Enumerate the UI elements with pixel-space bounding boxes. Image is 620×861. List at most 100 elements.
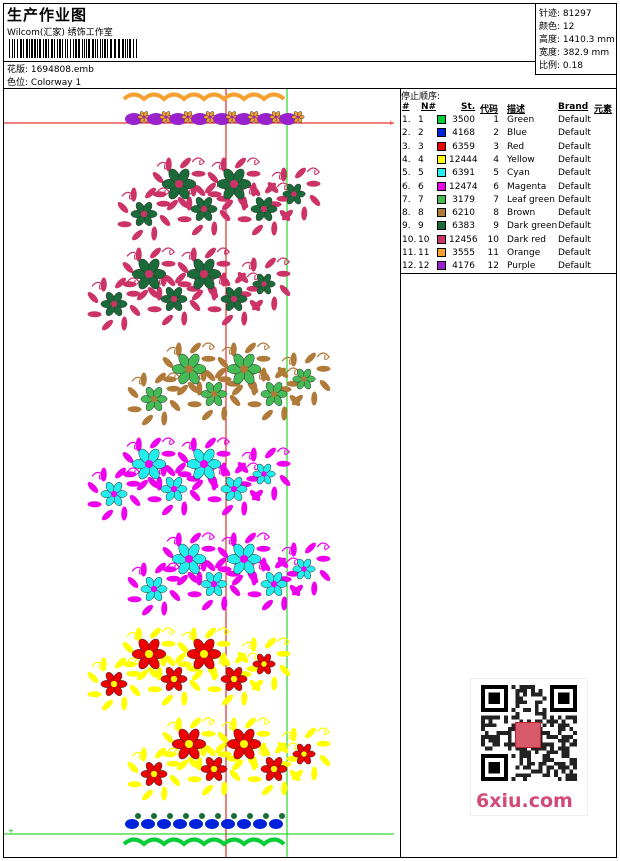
row-stitches: 3555 xyxy=(452,248,475,258)
row-brand: Default xyxy=(558,168,591,179)
bud xyxy=(231,813,237,819)
flower-center xyxy=(270,580,278,588)
qr-module xyxy=(523,688,528,693)
leaf xyxy=(204,559,216,572)
scroll xyxy=(211,161,225,170)
flower-motif xyxy=(161,168,197,200)
qr-module xyxy=(523,700,528,705)
row-brand: Default xyxy=(558,221,591,232)
qr-module xyxy=(523,750,528,755)
flower-motif xyxy=(200,757,228,781)
leaf xyxy=(217,566,232,573)
flower-motif xyxy=(216,168,252,200)
qr-module xyxy=(534,692,539,697)
barcode-bar xyxy=(39,39,41,58)
qr-module xyxy=(515,704,520,709)
scroll xyxy=(221,721,235,730)
barcode-bar xyxy=(23,39,24,58)
qr-module xyxy=(519,685,524,689)
col-stitches: St. xyxy=(461,102,476,112)
leaf xyxy=(169,399,181,412)
barcode-bar xyxy=(12,39,13,58)
qr-module xyxy=(519,761,524,766)
flower-center xyxy=(199,269,209,279)
qr-module xyxy=(565,750,570,755)
leaf xyxy=(305,542,316,554)
qr-module xyxy=(542,715,547,720)
qr-module xyxy=(511,708,516,712)
leaf xyxy=(207,306,222,313)
border-scallop xyxy=(122,837,286,847)
col-brand: Brand xyxy=(558,102,589,112)
qr-module xyxy=(519,700,524,705)
leaf xyxy=(125,113,143,125)
flower-center xyxy=(239,554,249,564)
qr-module xyxy=(546,731,551,735)
leaf xyxy=(137,479,148,491)
qr-module xyxy=(546,754,551,758)
qr-module xyxy=(488,746,493,751)
scroll xyxy=(156,161,170,170)
leaf xyxy=(142,604,153,616)
table-row: 12. 12 4176 12 Purple Default xyxy=(401,261,617,274)
guide-marker: + xyxy=(388,119,394,127)
qr-module xyxy=(542,696,547,701)
qr-module xyxy=(561,754,566,758)
leaf xyxy=(279,474,291,487)
scroll xyxy=(166,536,180,545)
scroll xyxy=(256,717,270,726)
flower-motif xyxy=(160,287,188,311)
qr-module xyxy=(542,773,547,778)
leaf xyxy=(162,376,177,383)
scroll xyxy=(166,346,180,355)
qr-module xyxy=(546,719,551,724)
scroll xyxy=(166,721,180,730)
barcode-bar xyxy=(34,39,36,58)
leaf xyxy=(121,696,128,711)
barcode-bar xyxy=(14,39,15,58)
leaf xyxy=(161,640,176,647)
qr-module xyxy=(573,765,577,770)
leaf xyxy=(125,819,139,829)
qr-module xyxy=(515,692,520,697)
leaf xyxy=(87,691,102,698)
leaf xyxy=(147,306,162,313)
qr-module xyxy=(569,757,574,762)
row-code: 3 xyxy=(493,141,499,152)
row-description: Green xyxy=(507,115,535,125)
leaf xyxy=(147,477,159,488)
qr-module xyxy=(481,719,485,724)
leaf xyxy=(126,670,141,677)
leaf xyxy=(265,637,276,649)
barcode-bar xyxy=(129,39,131,58)
table-row: 8. 8 6210 8 Brown Default xyxy=(401,208,617,221)
qr-module xyxy=(504,731,508,735)
flower-center xyxy=(184,739,194,749)
flower-center xyxy=(170,295,178,303)
qr-module xyxy=(546,757,551,762)
barcode-bar xyxy=(107,39,108,58)
qr-module xyxy=(504,719,508,724)
leaf xyxy=(164,274,176,287)
colorway-name: Colorway 1 xyxy=(30,78,82,88)
flower-motif xyxy=(140,762,168,786)
leaf xyxy=(202,409,213,421)
leaf xyxy=(245,717,256,729)
colorway-info: 色位: Colorway 1 xyxy=(7,78,82,88)
spec-width: 宽度: 382.9 mm xyxy=(539,48,610,58)
leaf xyxy=(305,352,316,364)
leaf xyxy=(237,819,251,829)
flower-center xyxy=(142,115,146,119)
qr-module xyxy=(569,742,574,747)
scroll xyxy=(216,247,230,256)
file-info: 花版: 1694808.emb xyxy=(7,65,94,75)
qr-module xyxy=(573,742,577,747)
spec-stitches: 针迹: 81297 xyxy=(539,9,592,19)
leaf xyxy=(316,555,331,562)
qr-module xyxy=(569,773,574,778)
barcode-bar xyxy=(67,39,68,58)
qr-module xyxy=(565,734,570,739)
barcode-bar xyxy=(29,39,30,58)
scroll xyxy=(181,631,195,640)
table-row: 6. 6 12474 6 Magenta Default xyxy=(401,181,617,195)
